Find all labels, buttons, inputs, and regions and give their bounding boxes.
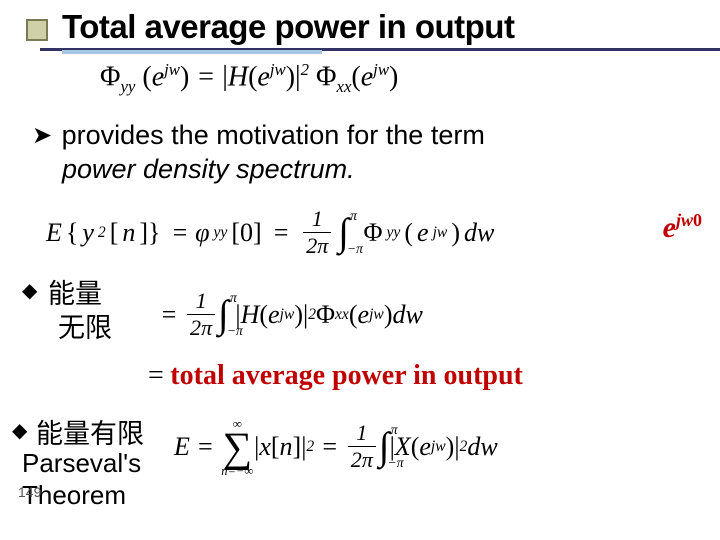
equation-integral-H: = 12π ∫π−π |H(ejw)|2 Φxx(ejw)dw [160, 290, 423, 339]
exp-jw0-annotation: ejw0 [663, 210, 702, 245]
slide: Total average power in output Φyy (ejw) … [0, 0, 720, 540]
title-underline [0, 48, 720, 54]
equation-phi-yy: Φyy (ejw) = |H(ejw)|2 Φxx(ejw) [100, 60, 398, 97]
diamond-bullet-icon: ◆ [12, 418, 27, 443]
parseval-label-1: Parseval's [22, 448, 141, 479]
bullet-motivation-text: provides the motivation for the term [62, 120, 485, 150]
total-avg-power-text: total average power in output [170, 360, 523, 391]
diamond-bullet-icon: ◆ [22, 278, 37, 303]
equation-parseval: E = ∑∞n=−∞ |x[n]|2 = 12π ∫π−π |X(ejw)|2d… [174, 422, 498, 471]
bullet-motivation: ➤ provides the motivation for the term [32, 120, 485, 151]
equation-expectation: E{y2[n]} = φyy[0] = 12π ∫π−π Φyy(ejw)dw [46, 208, 494, 257]
power-density-spectrum-text: power density spectrum. [62, 154, 355, 185]
cn-infinite-label: 无限 [58, 306, 112, 345]
cn-energy-finite-label: 能量有限 [36, 412, 144, 451]
title-bullet-icon [26, 19, 48, 41]
slide-title: Total average power in output [62, 8, 514, 46]
equation-total-avg-power: = total average power in output [148, 360, 523, 392]
page-number: 149 [18, 484, 41, 500]
arrow-bullet-icon: ➤ [32, 121, 52, 150]
title-area: Total average power in output [0, 0, 720, 46]
